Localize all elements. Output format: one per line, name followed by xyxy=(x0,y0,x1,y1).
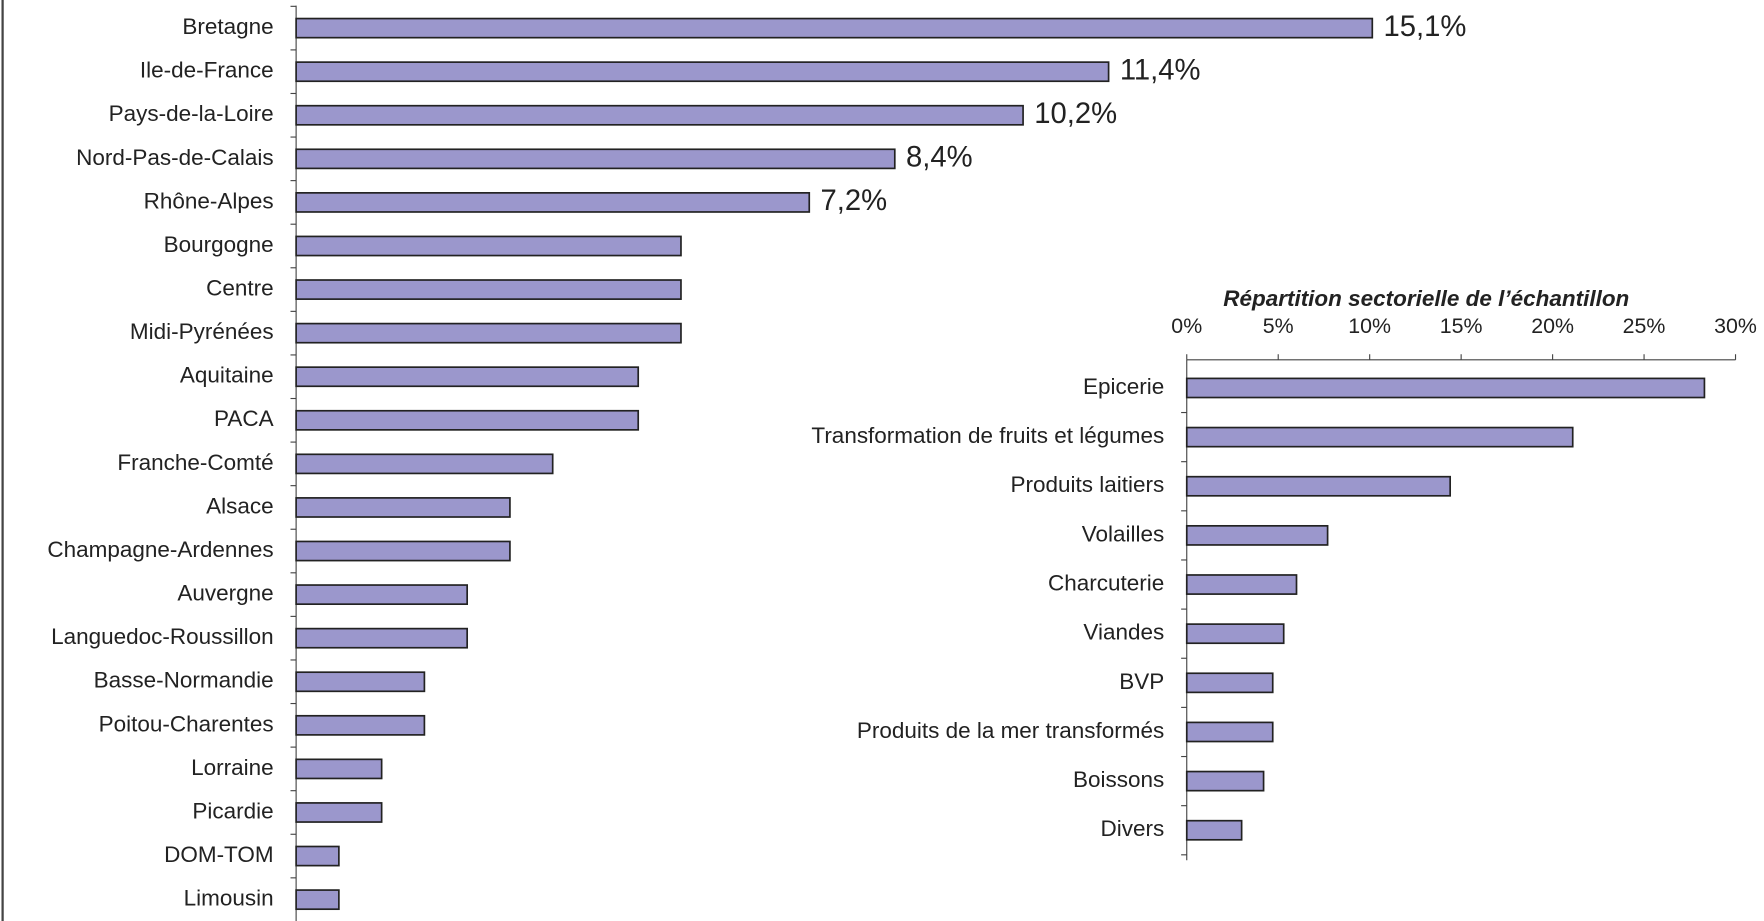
bar xyxy=(295,366,640,388)
category-label: Centre xyxy=(206,276,274,301)
bar xyxy=(295,845,340,867)
category-label: Champagne-Ardennes xyxy=(47,537,273,562)
bar xyxy=(295,279,682,300)
bar xyxy=(295,409,640,431)
x-tick-label: 25% xyxy=(1623,314,1666,338)
value-label: 15,1% xyxy=(1384,11,1467,43)
bar xyxy=(295,322,682,344)
x-tick-label: 15% xyxy=(1440,314,1483,338)
x-tick-label: 10% xyxy=(1348,314,1391,338)
value-label: 8,4% xyxy=(906,142,973,174)
bar xyxy=(295,17,1374,39)
bar xyxy=(295,758,383,780)
value-label: 10,2% xyxy=(1034,98,1117,130)
bar xyxy=(295,671,426,693)
bar xyxy=(295,584,469,606)
bar xyxy=(295,802,383,823)
category-label: Produits laitiers xyxy=(1011,472,1165,497)
category-label: DOM-TOM xyxy=(164,842,274,867)
bar xyxy=(295,192,811,213)
category-label: Alsace xyxy=(206,493,274,518)
category-label: Transformation de fruits et légumes xyxy=(811,423,1164,448)
category-label: PACA xyxy=(214,406,274,431)
category-label: Nord-Pas-de-Calais xyxy=(76,145,273,170)
bar xyxy=(295,148,896,170)
bar xyxy=(1185,770,1265,792)
bar xyxy=(1185,672,1274,694)
bar xyxy=(295,889,340,911)
category-label: BVP xyxy=(1119,669,1164,694)
bar xyxy=(295,714,426,736)
x-tick-label: 30% xyxy=(1714,314,1757,338)
category-label: Limousin xyxy=(184,886,274,911)
chart-title: Répartition sectorielle de l’échantillon xyxy=(1223,286,1629,311)
category-label: Produits de la mer transformés xyxy=(857,718,1164,743)
bar xyxy=(295,497,511,518)
bar xyxy=(1185,721,1274,743)
category-label: Picardie xyxy=(192,798,273,823)
bar xyxy=(295,61,1110,83)
category-label: Rhône-Alpes xyxy=(144,188,274,213)
bar xyxy=(1185,475,1452,497)
category-label: Franche-Comté xyxy=(117,450,273,475)
category-label: Pays-de-la-Loire xyxy=(109,101,274,126)
x-tick-label: 20% xyxy=(1531,314,1574,338)
category-label: Epicerie xyxy=(1083,374,1164,399)
category-label: Divers xyxy=(1101,816,1165,841)
category-label: Lorraine xyxy=(191,755,274,780)
bar xyxy=(1185,574,1298,595)
category-label: Poitou-Charentes xyxy=(99,711,274,736)
bar xyxy=(1185,623,1285,645)
bar xyxy=(1185,524,1329,546)
bar xyxy=(295,104,1024,126)
value-label: 11,4% xyxy=(1120,54,1201,86)
category-label: Charcuterie xyxy=(1048,570,1164,595)
bar xyxy=(1185,426,1574,448)
category-label: Auvergne xyxy=(177,581,273,606)
bar xyxy=(295,540,511,562)
category-label: Midi-Pyrénées xyxy=(130,319,274,344)
category-label: Languedoc-Roussillon xyxy=(51,624,274,649)
bar xyxy=(1185,377,1706,399)
category-label: Bretagne xyxy=(182,14,273,39)
category-label: Aquitaine xyxy=(180,363,274,388)
bar xyxy=(295,453,554,475)
category-label: Ile-de-France xyxy=(140,58,274,83)
x-tick-label: 0% xyxy=(1171,314,1202,338)
x-tick-label: 5% xyxy=(1263,314,1294,338)
category-label: Bourgogne xyxy=(164,232,274,257)
bar xyxy=(1185,819,1243,841)
category-label: Basse-Normandie xyxy=(94,668,274,693)
bar xyxy=(295,235,682,257)
category-label: Boissons xyxy=(1073,767,1164,792)
value-label: 7,2% xyxy=(821,185,888,217)
bar xyxy=(295,627,469,649)
category-label: Viandes xyxy=(1083,620,1164,645)
category-label: Volailles xyxy=(1082,521,1165,546)
